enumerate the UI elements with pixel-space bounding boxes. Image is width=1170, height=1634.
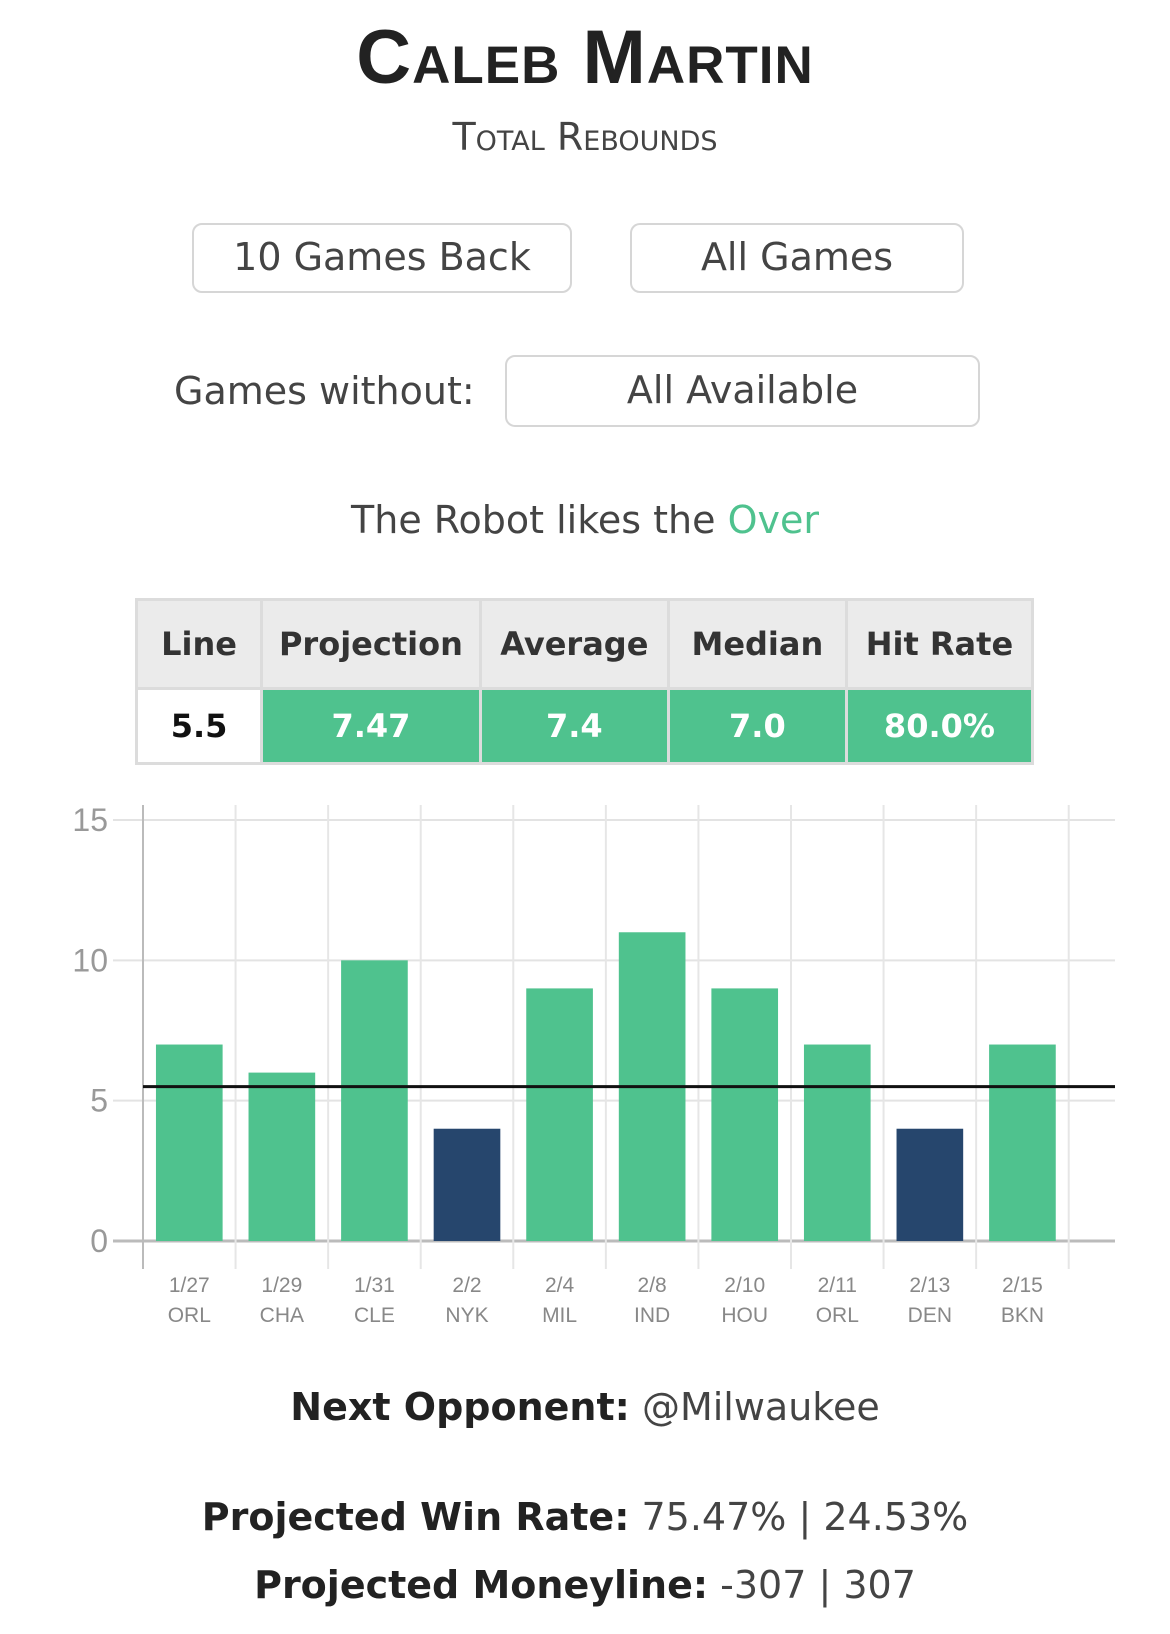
y-tick-label: 5 — [90, 1083, 108, 1119]
win-rate-label: Projected Win Rate: — [201, 1495, 630, 1539]
bar-2-15 — [989, 1044, 1056, 1241]
value-projection: 7.47 — [260, 687, 482, 765]
x-tick-date: 1/31 — [354, 1274, 395, 1297]
moneyline-value: -307 | 307 — [720, 1563, 916, 1607]
x-tick-date: 2/11 — [818, 1274, 857, 1297]
projected-win-rate: Projected Win Rate: 75.47% | 24.53% — [0, 1492, 1170, 1542]
x-tick-opponent: ORL — [816, 1304, 859, 1327]
recommendation-prefix: The Robot likes the — [351, 498, 716, 542]
x-tick-date: 2/13 — [909, 1274, 950, 1297]
games-without-label: Games without: — [174, 369, 475, 413]
bar-2-13 — [896, 1128, 964, 1241]
stat-label: Total Rebounds — [452, 115, 718, 159]
x-tick-date: 2/10 — [724, 1274, 765, 1297]
recommendation-pick: Over — [727, 498, 819, 542]
y-tick-label: 15 — [72, 802, 108, 838]
next-opponent-label: Next Opponent: — [290, 1385, 630, 1429]
x-tick-opponent: IND — [634, 1304, 670, 1327]
x-tick-date: 2/2 — [452, 1274, 481, 1297]
value-line: 5.5 — [134, 687, 264, 765]
header-projection: Projection — [260, 598, 482, 690]
value-median: 7.0 — [666, 687, 848, 765]
bar-2-10 — [711, 988, 779, 1241]
y-tick-label: 0 — [90, 1223, 108, 1259]
header-median: Median — [666, 598, 848, 690]
x-tick-opponent: ORL — [168, 1304, 211, 1327]
bar-1-27 — [155, 1044, 223, 1241]
bar-2-11 — [803, 1044, 871, 1241]
header-average: Average — [478, 598, 670, 690]
bar-1-29 — [248, 1072, 316, 1241]
player-name: Caleb Martin — [356, 15, 814, 100]
x-tick-opponent: NYK — [445, 1304, 488, 1327]
bar-1-31 — [341, 960, 408, 1241]
x-tick-date: 2/4 — [545, 1274, 575, 1297]
bar-2-2 — [433, 1128, 501, 1241]
stats-header-row: Line Projection Average Median Hit Rate — [134, 598, 1035, 690]
games-without-select[interactable]: All Available — [505, 355, 980, 427]
recommendation: The Robot likes the Over — [0, 495, 1170, 545]
moneyline-label: Projected Moneyline: — [254, 1563, 709, 1607]
x-tick-opponent: CHA — [260, 1304, 304, 1327]
x-tick-date: 1/27 — [169, 1274, 210, 1297]
x-tick-opponent: BKN — [1001, 1304, 1044, 1327]
game-type-button[interactable]: All Games — [630, 223, 964, 293]
x-tick-opponent: DEN — [908, 1304, 952, 1327]
games-back-button[interactable]: 10 Games Back — [192, 223, 572, 293]
rebounds-bar-chart: 0 5 10 15 1/27 ORL 1/29 CHA 1/31 CLE 2/2 NYK 2/4 MIL 2… — [72, 802, 1115, 1327]
stats-value-row: 5.5 7.47 7.4 7.0 80.0% — [134, 687, 1035, 765]
x-tick-opponent: HOU — [721, 1304, 768, 1327]
next-opponent: Next Opponent: @Milwaukee — [0, 1382, 1170, 1432]
next-opponent-value: @Milwaukee — [641, 1385, 880, 1429]
win-rate-value: 75.47% | 24.53% — [641, 1495, 969, 1539]
y-tick-label: 10 — [72, 942, 108, 978]
projected-moneyline: Projected Moneyline: -307 | 307 — [0, 1560, 1170, 1610]
bar-2-4 — [526, 988, 593, 1241]
x-tick-opponent: CLE — [354, 1304, 395, 1327]
x-tick-opponent: MIL — [542, 1304, 577, 1327]
x-tick-date: 2/15 — [1002, 1274, 1043, 1297]
stats-table: Line Projection Average Median Hit Rate … — [134, 598, 1035, 765]
header-line: Line — [134, 598, 264, 690]
header-hit-rate: Hit Rate — [844, 598, 1035, 690]
x-tick-date: 2/8 — [638, 1274, 667, 1297]
x-tick-date: 1/29 — [261, 1274, 302, 1297]
value-average: 7.4 — [478, 687, 670, 765]
value-hit-rate: 80.0% — [844, 687, 1035, 765]
